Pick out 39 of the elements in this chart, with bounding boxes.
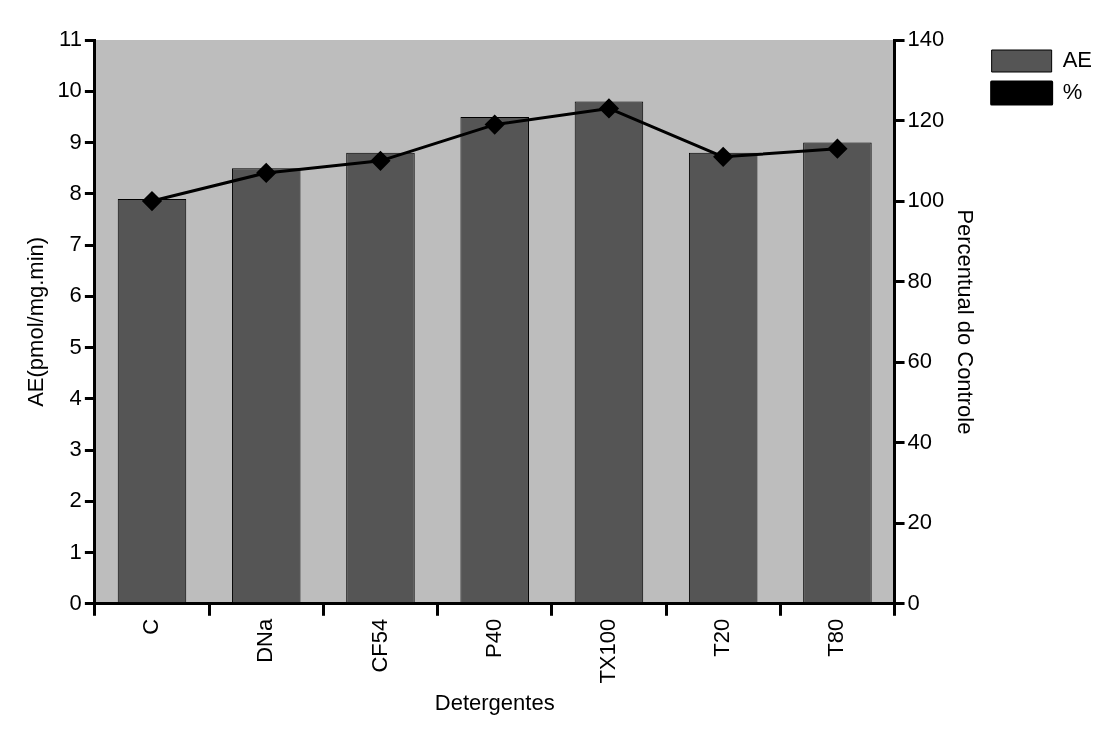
point <box>256 163 276 183</box>
x-tick-label: T80 <box>823 618 849 657</box>
x-tick-label: DNa <box>252 618 278 663</box>
y-tick-label: 4 <box>69 384 82 410</box>
legend-label: % <box>1062 79 1083 105</box>
y-tick-label: 3 <box>69 436 82 462</box>
y-tick-label: 11 <box>59 26 82 52</box>
point <box>599 98 619 118</box>
y2-tick-label: 40 <box>907 428 933 454</box>
y-tick-label: 2 <box>69 487 82 513</box>
y2-tick-label: 80 <box>907 267 933 293</box>
y-tick-label: 6 <box>69 282 82 308</box>
legend-label: AE <box>1062 47 1093 73</box>
y-tick-label: 7 <box>69 231 82 257</box>
point <box>713 147 733 167</box>
y2-tick-label: 20 <box>907 509 933 535</box>
y2-tick-label: 120 <box>907 106 945 132</box>
x-tick-label: C <box>138 618 164 635</box>
y-tick-label: 5 <box>69 333 82 359</box>
point <box>370 151 390 171</box>
y2-axis-title: Percentual do Controle <box>953 209 979 435</box>
point <box>485 115 505 135</box>
x-tick-label: P40 <box>480 618 506 658</box>
y2-tick-label: 100 <box>907 187 945 213</box>
y2-tick-label: 140 <box>907 26 945 52</box>
y-tick-label: 8 <box>69 179 82 205</box>
y-tick-label: 9 <box>69 128 82 154</box>
x-tick-label: CF54 <box>366 618 392 673</box>
y2-tick-label: 0 <box>907 589 920 615</box>
y-axis-title: AE(pmol/mg.min) <box>23 236 49 407</box>
x-tick-label: TX100 <box>595 618 621 684</box>
y2-tick-label: 60 <box>907 348 933 374</box>
y-tick-label: 0 <box>69 589 82 615</box>
point <box>142 191 162 211</box>
y-tick-label: 1 <box>69 538 82 564</box>
y-tick-label: 10 <box>57 77 82 103</box>
x-axis-title: Detergentes <box>434 689 555 715</box>
x-tick-label: T20 <box>709 618 735 657</box>
point <box>827 139 847 159</box>
